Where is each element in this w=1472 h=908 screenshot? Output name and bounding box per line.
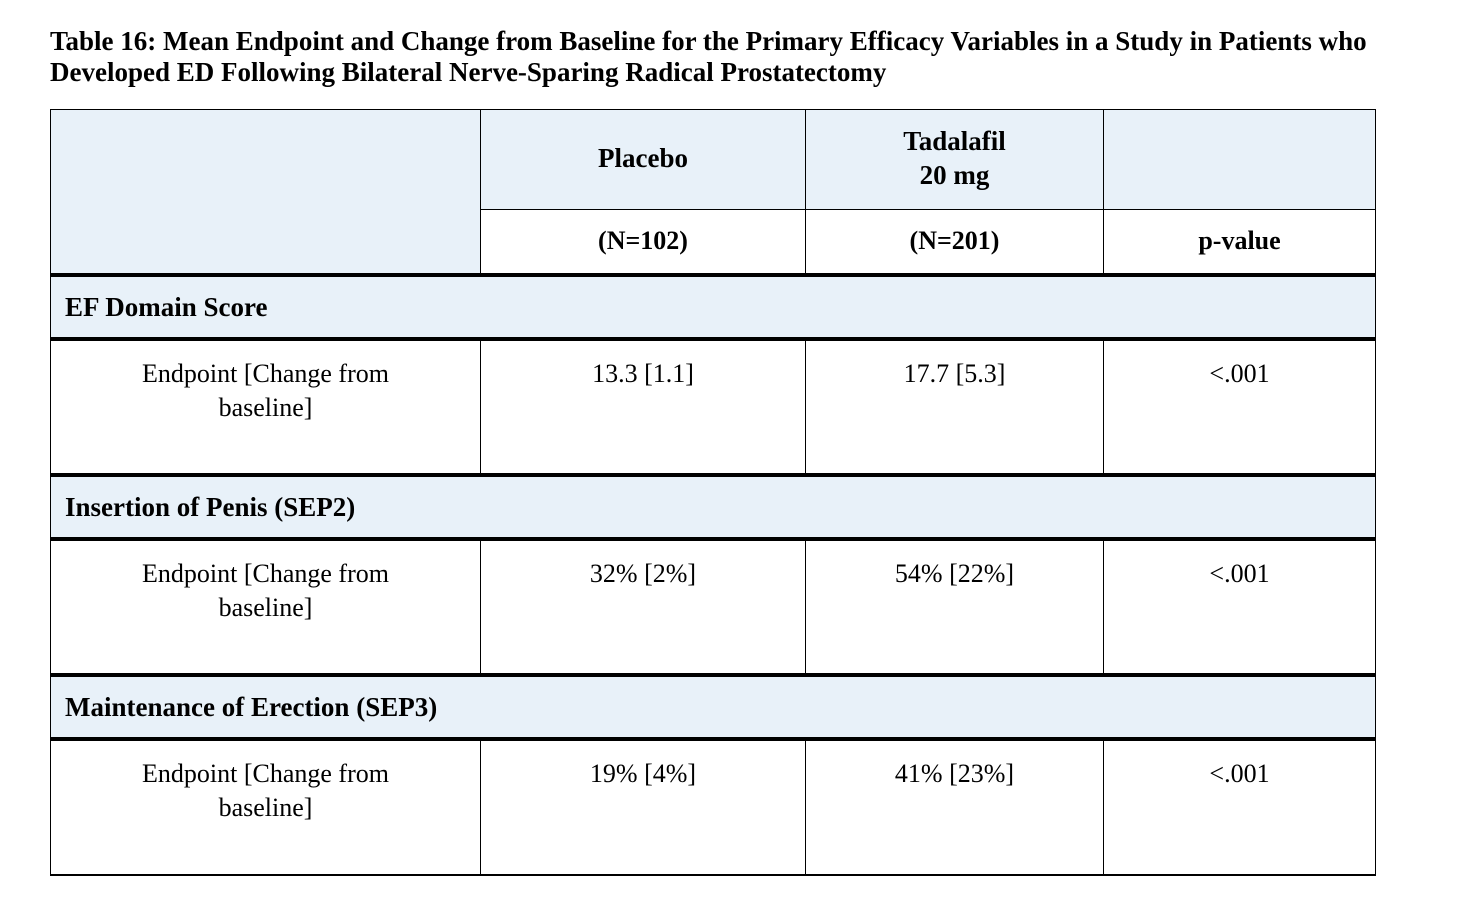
section-header-sep2: Insertion of Penis (SEP2) (50, 473, 1376, 542)
value-p: <.001 (1103, 338, 1376, 478)
section-header-sep3: Maintenance of Erection (SEP3) (50, 673, 1376, 742)
efficacy-table: Placebo Tadalafil 20 mg (N=102) (N=201) … (50, 108, 1376, 877)
section-label: Maintenance of Erection (SEP3) (50, 673, 1376, 742)
n-header-row: (N=102) (N=201) p-value (51, 208, 1376, 276)
value-tadalafil: 54% [22%] (805, 538, 1104, 678)
p-value-header: p-value (1103, 208, 1376, 276)
value-tadalafil: 17.7 [5.3] (805, 338, 1104, 478)
section-label: Insertion of Penis (SEP2) (50, 473, 1376, 542)
col-header-placebo: Placebo (480, 108, 806, 210)
n-tadalafil: (N=201) (805, 208, 1104, 276)
table-row: Endpoint [Change from baseline] 13.3 [1.… (50, 338, 1376, 478)
table-row: Endpoint [Change from baseline] 32% [2%]… (50, 538, 1376, 678)
row-label-text: Endpoint [Change from baseline] (142, 759, 389, 822)
row-label-text: Endpoint [Change from baseline] (142, 359, 389, 422)
value-placebo: 13.3 [1.1] (480, 338, 806, 478)
col-header-tadalafil: Tadalafil 20 mg (805, 108, 1104, 210)
table-title: Table 16: Mean Endpoint and Change from … (50, 26, 1367, 88)
value-placebo: 32% [2%] (480, 538, 806, 678)
n-placebo: (N=102) (480, 208, 806, 276)
document-page: Table 16: Mean Endpoint and Change from … (50, 26, 1376, 877)
value-placebo: 19% [4%] (480, 738, 806, 877)
corner-cell (50, 108, 481, 276)
row-label: Endpoint [Change from baseline] (50, 538, 481, 678)
col-header-empty (1103, 108, 1376, 210)
section-label: EF Domain Score (50, 273, 1376, 342)
value-p: <.001 (1103, 738, 1376, 877)
value-p: <.001 (1103, 538, 1376, 678)
value-tadalafil: 41% [23%] (805, 738, 1104, 877)
section-header-ef-domain: EF Domain Score (50, 273, 1376, 342)
row-label-text: Endpoint [Change from baseline] (142, 559, 389, 622)
row-label: Endpoint [Change from baseline] (50, 338, 481, 478)
treatment-group-header-row: Placebo Tadalafil 20 mg (50, 108, 1376, 276)
row-label: Endpoint [Change from baseline] (50, 738, 481, 877)
table-row: Endpoint [Change from baseline] 19% [4%]… (50, 738, 1376, 877)
